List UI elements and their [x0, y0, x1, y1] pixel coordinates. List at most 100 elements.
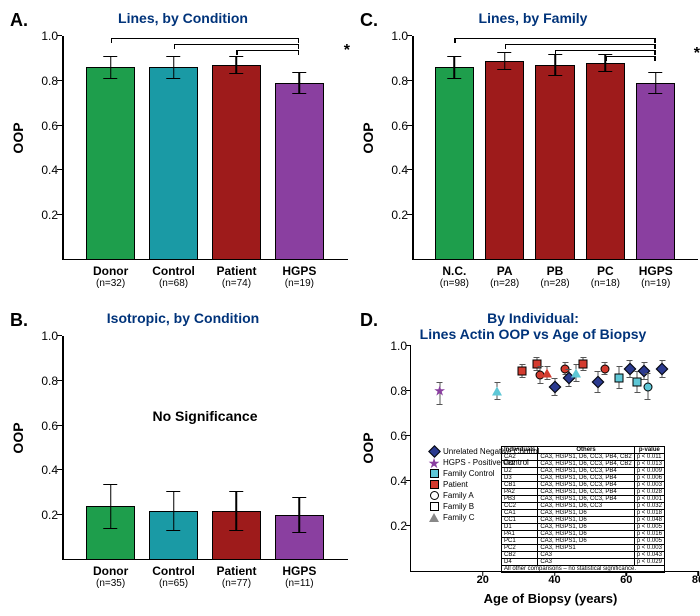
pv-cell: PB3 — [502, 496, 538, 503]
pv-cell: p < 0.028 — [634, 489, 664, 496]
ytick-label: 0.6 — [390, 429, 407, 443]
ytick-mark — [406, 525, 411, 526]
xtick-label: Patient(n=74) — [205, 264, 268, 289]
error-bar — [655, 72, 657, 94]
bar — [586, 63, 625, 260]
bars-container: Donor(n=35)Control(n=65)Patient(n=77)HGP… — [62, 336, 348, 560]
pv-cell: p < 0.018 — [634, 510, 664, 517]
pv-cell: p < 0.029 — [634, 559, 664, 566]
pv-cell: CA1 — [502, 510, 538, 517]
ytick-mark — [406, 345, 411, 346]
sig-bracket — [605, 56, 655, 57]
bar — [275, 83, 324, 260]
pv-cell: PB2 — [502, 461, 538, 468]
pv-cell: p < 0.005 — [634, 524, 664, 531]
bar — [149, 67, 198, 260]
error-bar — [110, 484, 112, 529]
panel-c-title: Lines, by Family — [479, 10, 588, 26]
pv-cell: CA3, HGPS1, D6, CC3, PB4 — [538, 475, 634, 482]
sig-bracket — [174, 44, 300, 45]
pv-cell: p < 0.013 — [634, 461, 664, 468]
panel-d: D. By Individual: Lines Actin OOP vs Age… — [358, 308, 700, 608]
pv-cell: PA1 — [502, 531, 538, 538]
ytick-label: 1.0 — [391, 29, 408, 43]
bar — [535, 65, 574, 260]
panel-b-title: Isotropic, by Condition — [107, 310, 259, 326]
pv-cell: CA3, HGPS1 — [538, 545, 634, 552]
pv-cell: CA3, HGPS1, D6 — [538, 524, 634, 531]
pv-header: Others — [538, 447, 634, 454]
panel-d-xlabel: Age of Biopsy (years) — [484, 591, 618, 606]
pv-cell: CC1 — [502, 517, 538, 524]
bar-wrap: Patient(n=77) — [205, 511, 268, 560]
sig-star: * — [694, 45, 700, 63]
panel-c-label: C. — [360, 10, 378, 31]
pv-cell: CA3, HGPS1, D6 — [538, 531, 634, 538]
legend-label: Family Control — [443, 468, 495, 479]
panel-c-ylabel: OOP — [360, 122, 376, 153]
pv-cell: CA3 — [538, 559, 634, 566]
ytick-label: 0.8 — [41, 374, 58, 388]
bars-container: N.C.(n=98)PA(n=28)PB(n=28)PC(n=18)HGPS(n… — [412, 36, 698, 260]
pv-cell: p < 0.005 — [634, 538, 664, 545]
bar-wrap: Donor(n=35) — [79, 506, 142, 560]
ytick-label: 0.4 — [41, 163, 58, 177]
panel-a-title: Lines, by Condition — [118, 10, 248, 26]
pv-cell: CA3, HGPS1, D6, CC3, PB4 — [538, 496, 634, 503]
legend-label: Family A — [443, 490, 474, 501]
error-bar — [173, 56, 175, 78]
sig-bracket — [111, 38, 300, 39]
panel-b-ylabel: OOP — [10, 422, 26, 453]
ytick-label: 1.0 — [390, 339, 407, 353]
pv-cell: p < 0.003 — [634, 545, 664, 552]
bar — [212, 65, 261, 260]
bar-wrap: Control(n=65) — [142, 511, 205, 560]
pv-cell: CA3, HGPS1, D6 — [538, 538, 634, 545]
ytick-label: 0.2 — [41, 208, 58, 222]
ytick-mark — [406, 435, 411, 436]
bar — [435, 67, 474, 260]
note-text: No Significance — [152, 408, 257, 424]
ytick-label: 0.6 — [41, 419, 58, 433]
pv-cell: p < 0.001 — [634, 496, 664, 503]
panel-a-label: A. — [10, 10, 28, 31]
legend-label: Patient — [443, 479, 468, 490]
panel-a: A. Lines, by Condition OOP 0.20.40.60.81… — [8, 8, 358, 308]
xtick-label: Control(n=65) — [142, 564, 205, 589]
xtick-label: Patient(n=77) — [205, 564, 268, 589]
panel-d-label: D. — [360, 310, 378, 331]
sig-bracket — [555, 50, 656, 51]
pv-cell: p < 0.003 — [634, 482, 664, 489]
pv-cell: CA3, HGPS1, D6, CC3 — [538, 503, 634, 510]
ytick-label: 0.6 — [41, 119, 58, 133]
panel-d-ylabel: OOP — [360, 432, 376, 463]
pv-cell: CA3, HGPS1, D6, CC3, PB4, CB2 — [538, 454, 634, 461]
pv-cell: CA3, HGPS1, D6, CC3, PB4 — [538, 482, 634, 489]
ytick-label: 1.0 — [41, 29, 58, 43]
ytick-label: 0.4 — [391, 163, 408, 177]
panel-a-chart: 0.20.40.60.81.0Donor(n=32)Control(n=68)P… — [62, 36, 348, 260]
ytick-label: 0.4 — [41, 463, 58, 477]
sig-bracket — [454, 38, 655, 39]
error-bar — [504, 52, 506, 70]
ytick-label: 0.8 — [391, 74, 408, 88]
ytick-label: 0.4 — [390, 474, 407, 488]
pv-cell: CB2 — [502, 552, 538, 559]
pv-cell: CA3 — [538, 552, 634, 559]
pv-cell: PC1 — [502, 538, 538, 545]
ytick-label: 0.2 — [390, 519, 407, 533]
panel-b-label: B. — [10, 310, 28, 331]
pv-cell: PC2 — [502, 545, 538, 552]
pv-cell: D4 — [502, 559, 538, 566]
pv-cell: p < 0.011 — [634, 454, 664, 461]
pv-header: p-value — [634, 447, 664, 454]
error-bar — [236, 491, 238, 531]
bar — [636, 83, 675, 260]
xtick-mark — [697, 571, 699, 576]
error-bar — [299, 72, 301, 94]
error-bar — [299, 497, 301, 533]
pv-cell: PA2 — [502, 489, 538, 496]
xtick-label: HGPS(n=19) — [268, 264, 331, 289]
bar — [86, 67, 135, 260]
panel-d-title: By Individual: Lines Actin OOP vs Age of… — [420, 310, 647, 342]
